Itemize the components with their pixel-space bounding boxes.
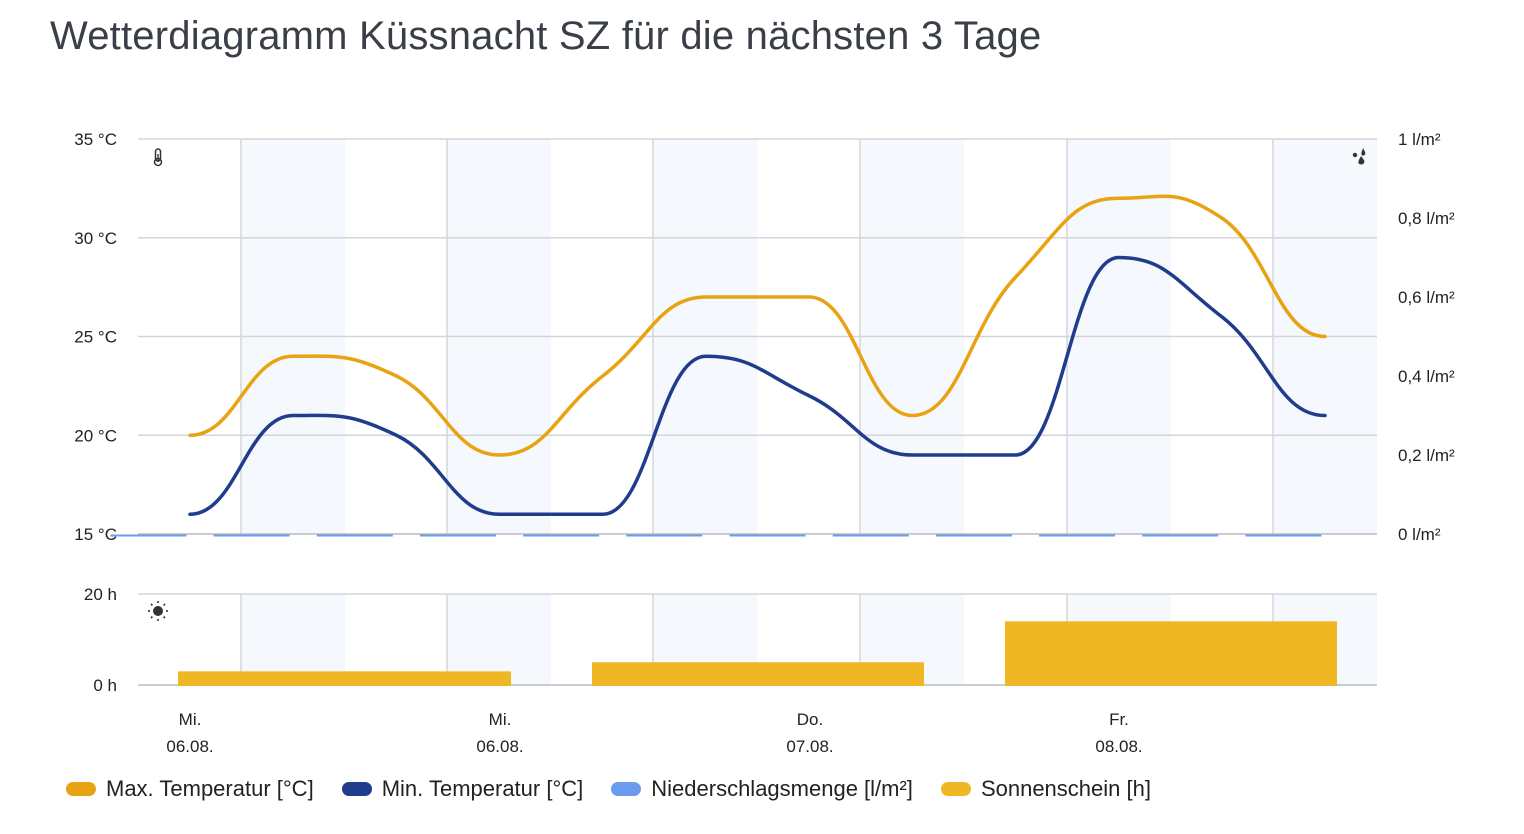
thermometer-icon	[153, 148, 163, 167]
y-tick-label-right: 0,4 l/m²	[1398, 367, 1455, 386]
x-tick-day: Mi.	[489, 710, 512, 729]
y-axis-right-precipitation: 1 l/m² 0,8 l/m² 0,6 l/m² 0,4 l/m² 0,2 l/m² 0 …	[1398, 130, 1455, 544]
y-tick-label-right: 0,2 l/m²	[1398, 446, 1455, 465]
legend-item[interactable]: Max. Temperatur [°C]	[66, 776, 314, 802]
chart-legend: Max. Temperatur [°C] Min. Temperatur [°C]…	[66, 776, 1179, 802]
legend-label: Niederschlagsmenge [l/m²]	[651, 776, 913, 801]
legend-swatch	[341, 782, 372, 796]
temperature-series	[188, 194, 1327, 517]
legend-item[interactable]: Min. Temperatur [°C]	[341, 776, 584, 802]
page-title: Wetterdiagramm Küssnacht SZ für die näch…	[50, 14, 1042, 58]
x-tick-day: Fr.	[1109, 710, 1129, 729]
night-bands	[241, 139, 1377, 685]
legend-label: Max. Temperatur [°C]	[106, 776, 314, 801]
y-tick-label-left: 35 °C	[74, 130, 117, 149]
legend-swatch	[66, 782, 96, 796]
night-band	[241, 594, 345, 685]
y-tick-label-left: 25 °C	[74, 328, 117, 347]
min-temperature-line	[188, 255, 1327, 517]
x-tick-day: Mi.	[179, 710, 202, 729]
x-tick-date: 07.08.	[786, 737, 833, 756]
raindrops-icon	[1352, 148, 1366, 165]
x-axis-labels: Mi. 06.08. Mi. 06.08. Do. 07.08. Fr. 08.08.	[166, 710, 1142, 756]
x-tick-date: 06.08.	[166, 737, 213, 756]
x-tick-date: 06.08.	[476, 737, 523, 756]
y-tick-label-left: 15 °C	[74, 525, 117, 544]
y-axis-sunshine: 20 h 0 h	[84, 585, 117, 695]
x-tick-day: Do.	[797, 710, 823, 729]
legend-swatch	[940, 782, 971, 796]
y-tick-label-sunshine: 20 h	[84, 585, 117, 604]
sunshine-bars	[178, 621, 1337, 686]
sunshine-bar	[1005, 621, 1337, 686]
y-tick-label-sunshine: 0 h	[93, 676, 117, 695]
y-tick-label-right: 0,6 l/m²	[1398, 288, 1455, 307]
y-tick-label-right: 0,8 l/m²	[1398, 209, 1455, 228]
y-tick-label-right: 1 l/m²	[1398, 130, 1441, 149]
sunshine-bar	[592, 662, 924, 686]
y-tick-label-left: 20 °C	[74, 426, 117, 445]
legend-label: Sonnenschein [h]	[980, 776, 1151, 801]
max-temperature-line	[188, 194, 1327, 457]
legend-item[interactable]: Sonnenschein [h]	[940, 776, 1151, 802]
legend-label: Min. Temperatur [°C]	[381, 776, 584, 801]
y-tick-label-right: 0 l/m²	[1398, 525, 1441, 544]
y-axis-left-temperature: 35 °C 30 °C 25 °C 20 °C 15 °C	[74, 130, 117, 544]
legend-swatch	[611, 782, 642, 796]
y-tick-label-left: 30 °C	[74, 229, 117, 248]
sun-icon	[148, 601, 168, 621]
legend-item[interactable]: Niederschlagsmenge [l/m²]	[611, 776, 913, 802]
night-band	[447, 594, 551, 685]
x-tick-date: 08.08.	[1095, 737, 1142, 756]
sunshine-bar	[178, 671, 511, 686]
